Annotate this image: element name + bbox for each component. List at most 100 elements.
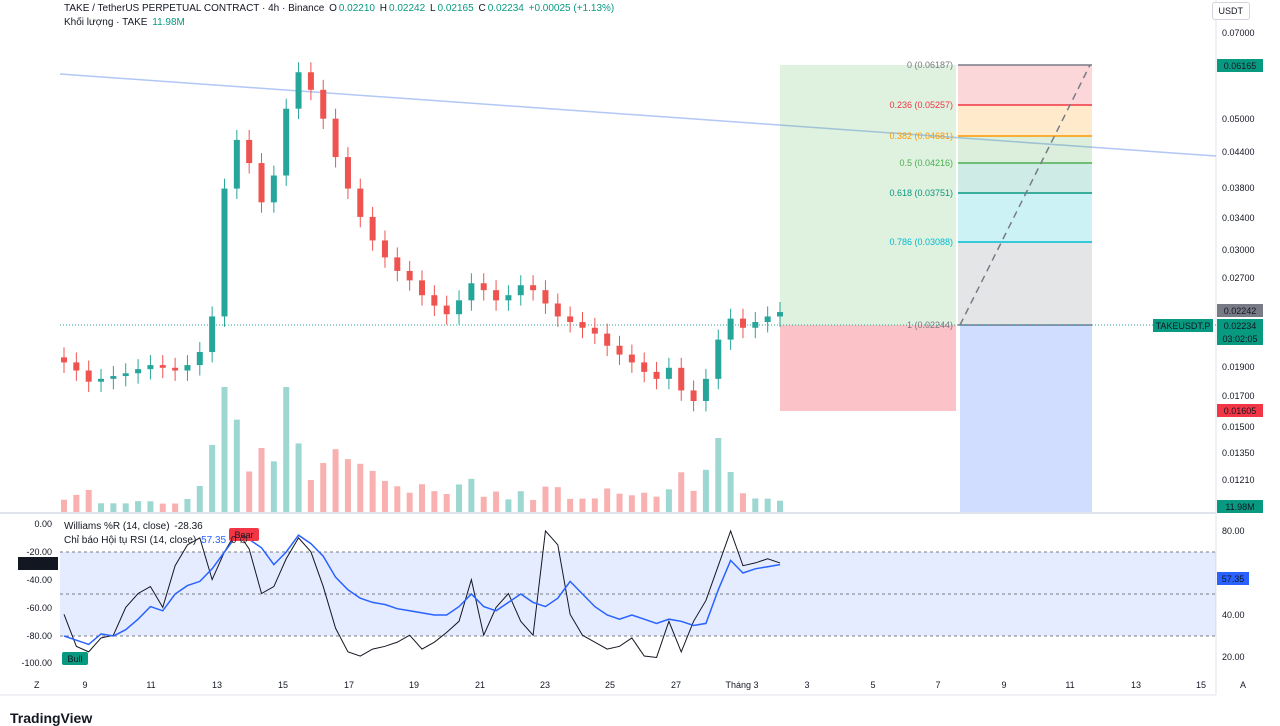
candle-body[interactable]: [480, 283, 487, 291]
candle-body[interactable]: [505, 295, 512, 301]
candle-body[interactable]: [135, 369, 142, 374]
candle-body[interactable]: [233, 139, 240, 189]
candle-body[interactable]: [147, 365, 154, 370]
rsi-tick-label: 20.00: [1222, 652, 1245, 662]
candle-body[interactable]: [110, 376, 117, 379]
candle-body[interactable]: [604, 333, 611, 346]
williams-value: -28.36: [174, 521, 203, 532]
volume-bar: [616, 493, 623, 512]
candle-body[interactable]: [209, 316, 216, 353]
rsi-line[interactable]: [63, 534, 781, 646]
price-label-text: 0.02242: [1224, 306, 1257, 316]
candle-body[interactable]: [184, 365, 191, 371]
candle-body[interactable]: [258, 163, 265, 203]
williams-r-line[interactable]: [63, 529, 781, 658]
trend-line[interactable]: [59, 73, 1217, 157]
candle-body[interactable]: [406, 270, 413, 281]
candle-body[interactable]: [332, 118, 339, 158]
candle-body[interactable]: [530, 285, 537, 291]
candle-body[interactable]: [752, 322, 759, 328]
candle-body[interactable]: [567, 316, 574, 323]
candle-body[interactable]: [357, 188, 364, 217]
candle-body[interactable]: [246, 139, 253, 164]
candle-body[interactable]: [542, 290, 549, 304]
candle-body[interactable]: [468, 283, 475, 301]
candle-body[interactable]: [665, 367, 672, 379]
price-axis-ticks[interactable]: 0.07000 0.05000 0.04400 0.03800 0.03400 0.030…: [1222, 28, 1255, 485]
long-position-stop-zone[interactable]: [780, 325, 956, 411]
williams-title[interactable]: Williams %R (14, close): [64, 521, 170, 532]
time-axis-ticks[interactable]: 9 11 13 15 17 19 21 23 25 27 Tháng 3 3 5 7 9 11 13 15: [82, 680, 1206, 690]
candle-body[interactable]: [739, 318, 746, 328]
candle-body[interactable]: [369, 216, 376, 241]
fib-retracement[interactable]: [958, 64, 1092, 326]
candle-body[interactable]: [283, 108, 290, 176]
candle-body[interactable]: [727, 318, 734, 340]
candle-body[interactable]: [456, 300, 463, 315]
candle-body[interactable]: [764, 316, 771, 323]
x-tick-label: 13: [212, 680, 222, 690]
candle-body[interactable]: [419, 280, 425, 296]
candle-body[interactable]: [715, 339, 722, 379]
candle-body[interactable]: [653, 371, 660, 379]
candle-body[interactable]: [61, 357, 67, 363]
price-label-text: 0.01605: [1224, 406, 1257, 416]
candle-body[interactable]: [221, 188, 228, 317]
volume-bar: [628, 495, 635, 512]
volume-bar: [690, 490, 697, 512]
candle-body[interactable]: [777, 312, 783, 317]
long-position-profit-zone[interactable]: [780, 65, 956, 325]
price-label-text: 0.02234: [1224, 321, 1257, 331]
candle-body[interactable]: [579, 322, 586, 328]
candle-body[interactable]: [320, 89, 327, 119]
candle-body[interactable]: [431, 295, 438, 306]
candle-body[interactable]: [122, 373, 129, 377]
y-tick-label: 0.01900: [1222, 362, 1255, 372]
volume-label[interactable]: Khối lượng · TAKE: [64, 17, 148, 28]
candle-body[interactable]: [85, 370, 92, 382]
volume-bar: [320, 463, 327, 512]
volume-bar: [147, 501, 154, 512]
candles[interactable]: [61, 62, 783, 412]
candle-body[interactable]: [554, 303, 561, 317]
projection-box[interactable]: [960, 325, 1092, 512]
candle-body[interactable]: [628, 354, 635, 363]
candle-body[interactable]: [172, 367, 179, 371]
timezone-icon[interactable]: Z: [34, 680, 40, 690]
candle-body[interactable]: [690, 390, 697, 402]
candle-body[interactable]: [678, 367, 685, 391]
candle-body[interactable]: [517, 285, 524, 296]
candle-body[interactable]: [295, 72, 302, 109]
candle-body[interactable]: [641, 362, 648, 372]
price-label-text: TAKEUSDT.P: [1156, 321, 1211, 331]
rsi-header: Chỉ báo Hội tụ RSI (14, close) 57.35 0 ∅: [64, 535, 250, 546]
candle-body[interactable]: [381, 240, 388, 258]
candle-body[interactable]: [196, 352, 203, 366]
candle-body[interactable]: [394, 257, 401, 271]
candle-body[interactable]: [591, 327, 598, 334]
volume-bar: [172, 503, 179, 512]
candle-body[interactable]: [344, 157, 351, 189]
candle-body[interactable]: [443, 305, 450, 315]
candle-body[interactable]: [702, 378, 709, 402]
candle-body[interactable]: [98, 378, 105, 382]
candle-body[interactable]: [493, 290, 500, 301]
x-tick-label: 19: [409, 680, 419, 690]
price-label-text: 0.06165: [1224, 61, 1257, 71]
candle-body[interactable]: [270, 175, 277, 203]
y-tick-label: 0.01500: [1222, 422, 1255, 432]
candle-body[interactable]: [159, 365, 166, 368]
bull-marker-text: Bull: [67, 654, 82, 664]
candle-body[interactable]: [307, 72, 314, 90]
volume-bar: [246, 471, 253, 512]
williams-header: Williams %R (14, close) -28.36: [64, 521, 205, 532]
williams-value-label: [18, 557, 58, 570]
projection-dashed-line[interactable]: [959, 64, 1091, 326]
currency-button[interactable]: USDT: [1211, 2, 1250, 20]
auto-scale-icon[interactable]: A: [1240, 680, 1246, 690]
rsi-title[interactable]: Chỉ báo Hội tụ RSI (14, close): [64, 535, 197, 546]
candle-body[interactable]: [73, 362, 80, 371]
candle-body[interactable]: [616, 345, 623, 355]
symbol-title[interactable]: TAKE / TetherUS PERPETUAL CONTRACT · 4h …: [64, 3, 325, 14]
